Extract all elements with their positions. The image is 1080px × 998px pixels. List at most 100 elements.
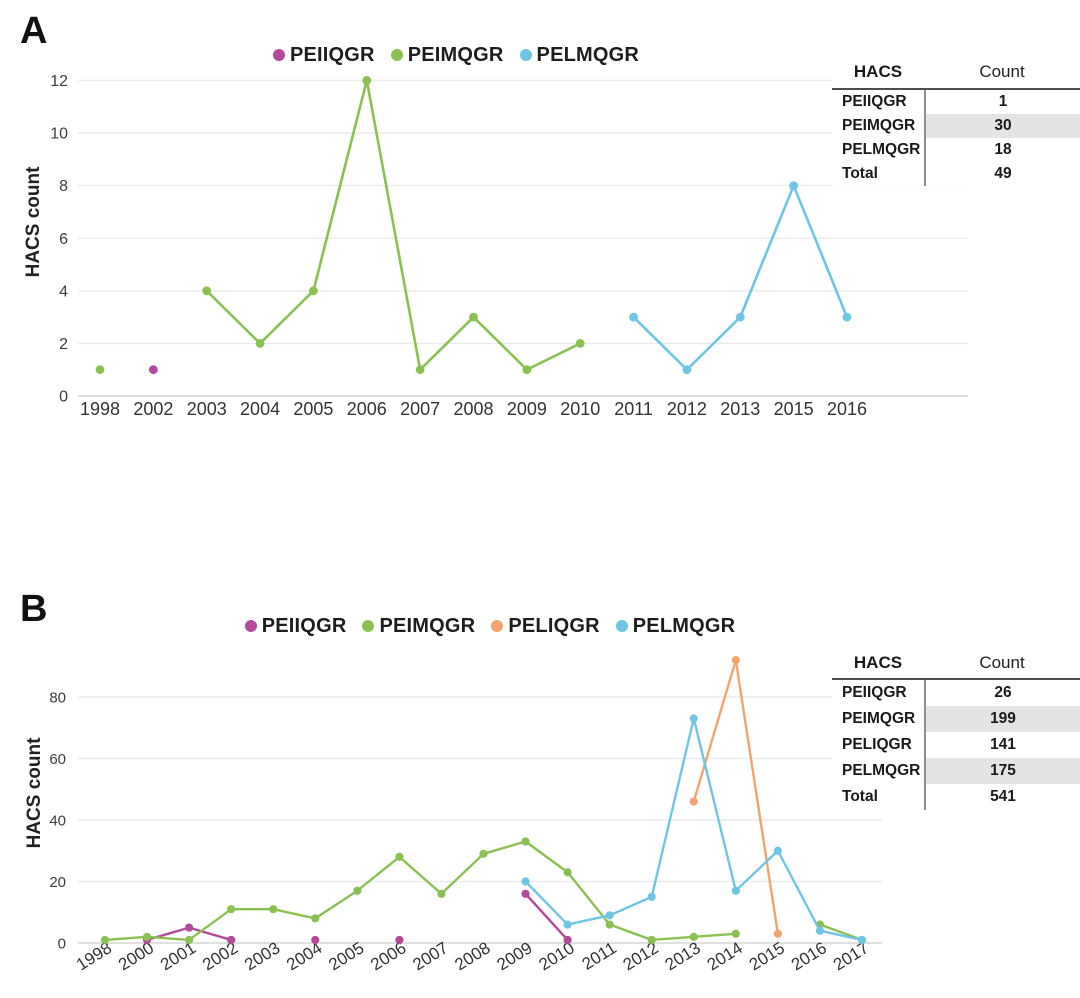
- y-axis-title: HACS count: [24, 737, 45, 849]
- panel-a-legend: PEIIQGR PEIMQGR PELMQGR: [0, 42, 912, 68]
- x-tick-label: 2003: [187, 399, 227, 419]
- x-tick-label: 2007: [400, 399, 440, 419]
- y-tick-label: 0: [59, 389, 68, 406]
- table-header-row: HACS Count: [832, 55, 1080, 90]
- table-cell-count: 49: [924, 162, 1080, 186]
- data-point: [148, 365, 158, 375]
- table-cell-hacs: PEIMQGR: [842, 117, 916, 134]
- data-point: [563, 868, 572, 877]
- data-point: [311, 914, 320, 923]
- data-point: [95, 365, 105, 375]
- x-tick-label: 2014: [704, 938, 746, 974]
- data-point: [255, 339, 265, 348]
- x-tick-label: 2007: [409, 938, 451, 974]
- data-point: [415, 365, 425, 375]
- x-tick-label: 2002: [199, 938, 241, 974]
- x-tick-label: 2016: [788, 938, 830, 974]
- data-point: [362, 76, 372, 85]
- table-cell-count: 175: [924, 758, 1080, 784]
- x-tick-label: 2001: [157, 938, 199, 974]
- legend-dot-icon: [362, 620, 375, 632]
- y-axis-title: HACS count: [23, 166, 44, 278]
- data-point: [842, 312, 852, 322]
- legend-label: PEIMQGR: [407, 43, 504, 66]
- legend-label: PEIIQGR: [289, 43, 375, 66]
- data-point: [437, 889, 446, 898]
- data-point: [353, 886, 362, 895]
- table-cell-count: 26: [924, 680, 1080, 706]
- data-point: [269, 905, 278, 914]
- data-point: [563, 920, 572, 929]
- table-cell-hacs: PELMQGR: [842, 762, 921, 779]
- x-tick-label: 2016: [827, 399, 867, 419]
- data-point: [202, 286, 212, 296]
- y-tick-label: 4: [59, 283, 68, 300]
- series-line-PELMQGR: [524, 717, 864, 942]
- x-tick-label: 2010: [536, 938, 578, 974]
- data-point: [647, 935, 656, 945]
- table-row: PELMQGR 18: [832, 138, 1080, 162]
- legend-dot-icon: [390, 49, 403, 61]
- table-header-row: HACS Count: [832, 647, 1080, 680]
- table-cell-hacs: Total: [842, 788, 878, 805]
- table-cell-count: 141: [924, 732, 1080, 758]
- data-point: [773, 846, 782, 855]
- x-tick-label: 2005: [325, 938, 367, 974]
- table-row: Total 49: [832, 162, 1080, 186]
- x-tick-label: 2013: [720, 399, 760, 419]
- table-cell-count: 30: [924, 114, 1080, 138]
- table-header-count: Count: [979, 652, 1025, 672]
- data-point: [521, 877, 530, 886]
- table-cell-hacs: PELMQGR: [842, 141, 921, 158]
- series-line-PEIIQGR: [524, 892, 569, 942]
- series-line-PELMQGR: [632, 184, 849, 372]
- x-tick-label: 2009: [507, 399, 547, 419]
- data-point: [395, 852, 404, 862]
- table-row: PELMQGR 175: [832, 758, 1080, 784]
- x-tick-label: 2006: [367, 938, 409, 974]
- x-tick-label: 2013: [662, 938, 704, 974]
- table-row: PEIMQGR 199: [832, 706, 1080, 732]
- table-cell-count: 1: [924, 90, 1080, 114]
- legend-label: PELIQGR: [508, 614, 600, 637]
- legend-item: PEIIQGR: [244, 614, 347, 638]
- table-row: PEIMQGR 30: [832, 114, 1080, 138]
- panel-b-label: B: [20, 588, 48, 630]
- table-cell-hacs: Total: [842, 165, 878, 182]
- data-point: [309, 286, 318, 296]
- panel-a-table: HACS Count PEIIQGR 1 PEIMQGR 30 PELMQGR 18 Total…: [832, 55, 1080, 186]
- legend-dot-icon: [519, 49, 532, 61]
- legend-item: PEIIQGR: [272, 43, 375, 67]
- x-tick-label: 2017: [830, 938, 872, 974]
- x-tick-label: 2012: [620, 938, 662, 974]
- legend-item: PELIQGR: [491, 614, 600, 638]
- legend-label: PEIMQGR: [379, 614, 476, 637]
- data-point: [521, 837, 530, 846]
- legend-label: PEIIQGR: [261, 614, 347, 637]
- data-point: [731, 656, 740, 665]
- y-tick-label: 60: [49, 751, 66, 768]
- x-tick-label: 2006: [347, 399, 387, 419]
- data-point: [605, 911, 614, 920]
- data-point: [185, 923, 194, 932]
- x-tick-label: 2010: [560, 399, 600, 419]
- x-tick-label: 1998: [73, 938, 115, 974]
- table-cell-hacs: PEIIQGR: [842, 684, 907, 701]
- panel-b-legend: PEIIQGR PEIMQGR PELIQGR PELMQGR: [0, 613, 980, 639]
- x-tick-label: 2005: [293, 399, 333, 419]
- data-point: [689, 714, 698, 723]
- data-point: [521, 889, 530, 898]
- x-tick-label: 1998: [80, 399, 120, 419]
- y-tick-label: 0: [58, 935, 66, 952]
- data-point: [311, 935, 320, 945]
- y-tick-label: 12: [50, 73, 68, 90]
- x-tick-label: 2009: [494, 938, 536, 974]
- y-tick-label: 8: [59, 178, 68, 195]
- legend-dot-icon: [491, 620, 504, 632]
- data-point: [479, 849, 488, 858]
- x-tick-label: 2011: [614, 399, 653, 419]
- y-tick-label: 10: [50, 126, 68, 143]
- y-tick-label: 2: [59, 336, 68, 353]
